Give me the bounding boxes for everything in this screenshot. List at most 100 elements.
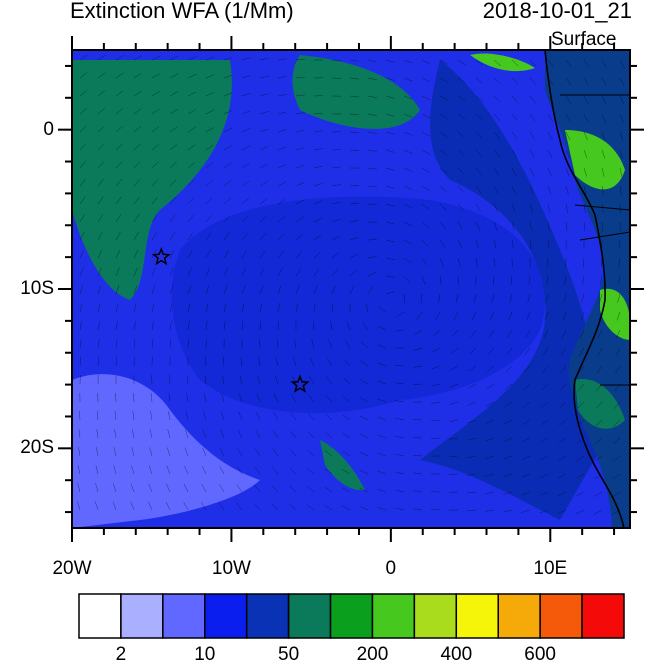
wind-barb — [324, 432, 333, 439]
wind-barb — [583, 149, 588, 159]
wind-barb — [342, 469, 351, 475]
wind-barb — [115, 303, 119, 313]
wind-barb — [503, 419, 513, 425]
wind-barb — [342, 451, 351, 457]
wind-barb — [237, 429, 243, 439]
wind-barb — [511, 131, 518, 140]
wind-barb — [403, 293, 406, 303]
wind-barb — [439, 95, 448, 101]
wind-barb — [467, 473, 477, 476]
wind-barb — [97, 321, 101, 331]
wind-barb — [259, 233, 267, 241]
wind-barb — [95, 483, 99, 493]
wind-barb — [511, 59, 519, 67]
wind-barb — [149, 447, 153, 457]
wind-barb — [493, 113, 501, 121]
coastline — [544, 50, 625, 528]
wind-barb — [115, 72, 124, 79]
wind-barb — [421, 185, 430, 192]
wind-barb — [241, 250, 248, 259]
wind-barb — [385, 291, 395, 295]
wind-barb — [473, 293, 477, 303]
wind-barb — [115, 125, 123, 133]
wind-barb — [295, 76, 305, 79]
wind-barb — [327, 358, 333, 367]
wind-barb — [527, 293, 531, 303]
wind-barb — [596, 383, 603, 392]
wind-barb — [577, 401, 585, 409]
wind-barb — [491, 293, 495, 303]
wind-barb — [151, 90, 160, 97]
wind-barb — [601, 77, 607, 86]
wind-barb — [151, 339, 154, 349]
wind-barb — [457, 203, 464, 212]
wind-barb — [421, 239, 429, 247]
wind-barb — [131, 447, 135, 457]
wind-barb — [295, 129, 305, 133]
wind-barb — [166, 483, 171, 493]
wind-barb — [558, 437, 567, 444]
wind-barb — [115, 232, 121, 241]
wind-barb — [79, 249, 85, 259]
wind-barb — [149, 429, 153, 439]
wind-barb — [565, 203, 569, 213]
wind-barb — [79, 125, 87, 133]
wind-barb — [539, 455, 549, 461]
wind-barb — [439, 149, 448, 156]
wind-barb — [510, 275, 513, 285]
colorbar-bin — [162, 593, 206, 639]
wind-barb — [133, 55, 142, 61]
wind-barb — [485, 419, 495, 424]
wind-barb — [395, 364, 405, 367]
wind-barb — [150, 393, 153, 403]
wind-barb — [457, 77, 466, 84]
wind-barb — [184, 465, 189, 475]
wind-barb — [349, 220, 359, 223]
wind-barb — [115, 55, 124, 61]
wind-barb — [403, 113, 413, 118]
wind-barb — [204, 375, 207, 385]
wind-barb — [97, 231, 103, 241]
wind-barb — [313, 148, 323, 151]
wind-barb — [295, 59, 305, 61]
wind-barb — [223, 127, 233, 133]
colorbar-label: 200 — [356, 644, 389, 665]
wind-barb — [151, 214, 158, 223]
wind-barb — [79, 107, 87, 115]
wind-barb — [385, 185, 395, 189]
wind-barb — [565, 149, 570, 159]
wind-barb — [205, 321, 208, 331]
wind-barb — [133, 161, 141, 169]
wind-barb — [377, 326, 387, 331]
wind-barb — [313, 321, 315, 331]
wind-barb — [115, 108, 124, 115]
wind-barb — [360, 379, 369, 385]
wind-barb — [169, 55, 179, 61]
wind-barb — [273, 412, 279, 421]
wind-barb — [133, 179, 141, 187]
wind-barb — [431, 365, 441, 370]
colorbar-bin — [329, 593, 374, 639]
wind-barb — [241, 57, 251, 61]
southwest-low-region — [72, 374, 260, 528]
wind-barb — [475, 77, 484, 84]
wind-barb — [508, 311, 513, 321]
colorbar-bin — [413, 593, 458, 639]
wind-barb — [241, 303, 245, 313]
northwest-dust-region — [72, 60, 232, 300]
wind-barb — [612, 509, 621, 515]
wind-barb — [168, 393, 171, 403]
wind-barb — [559, 401, 567, 409]
wind-barb — [457, 149, 465, 157]
wind-barb — [169, 214, 176, 223]
wind-barb — [521, 491, 531, 496]
wind-barb — [582, 257, 585, 267]
wind-barb — [475, 203, 481, 212]
wind-barb — [133, 249, 139, 259]
lon-tick-label: 0 — [385, 558, 397, 579]
wind-barb — [467, 491, 477, 494]
wind-barb — [575, 491, 585, 497]
wind-barb — [151, 161, 159, 169]
wind-barb — [601, 59, 607, 68]
wind-barb — [97, 303, 101, 313]
